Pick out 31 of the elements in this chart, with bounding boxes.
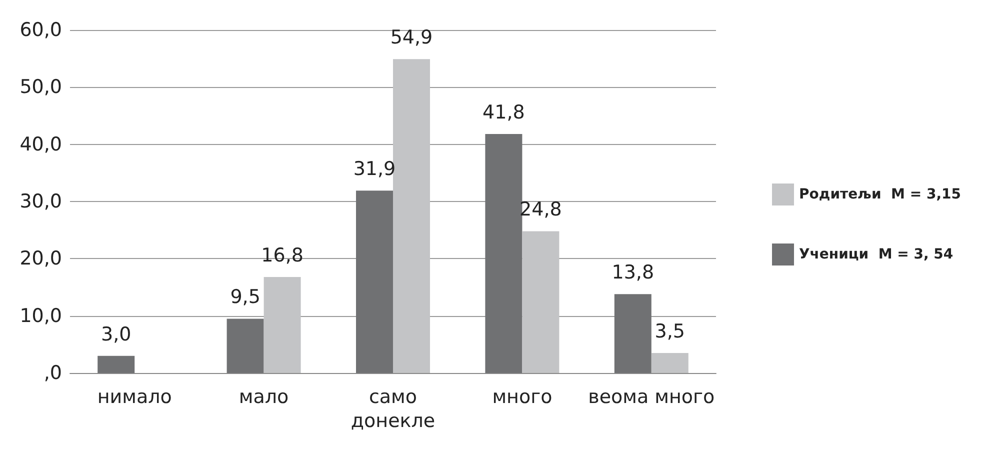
- bar: [356, 190, 393, 373]
- x-tick-label: много: [492, 386, 552, 408]
- bar: [98, 356, 135, 373]
- y-tick-label: 60,0: [20, 19, 62, 41]
- bar: [226, 318, 264, 373]
- x-tick-label: само донекле: [350, 386, 436, 432]
- y-tick-label: 50,0: [20, 76, 62, 98]
- x-tick-label: нимало: [97, 386, 172, 408]
- bar: [651, 352, 688, 373]
- data-label: 3,0: [100, 323, 132, 346]
- bar: [264, 276, 301, 373]
- data-label: 31,9: [353, 158, 396, 180]
- data-label: 9,5: [230, 286, 260, 308]
- legend-label: Ученици M = 3, 54: [799, 246, 954, 262]
- y-tick-label: 40,0: [20, 133, 62, 156]
- data-label: 41,8: [482, 102, 525, 124]
- y-tick-label: 20,0: [20, 248, 62, 270]
- legend-label: Родитељи M = 3,15: [799, 186, 962, 202]
- y-tick-label: ,0: [44, 362, 62, 384]
- bar: [614, 294, 652, 373]
- data-label: 3,5: [654, 320, 686, 342]
- data-label: 16,8: [261, 244, 304, 266]
- bar: [522, 231, 560, 373]
- x-tick-label: мало: [238, 386, 289, 408]
- y-tick-label: 30,0: [20, 190, 62, 212]
- y-tick-label: 10,0: [20, 304, 62, 327]
- bar: [393, 59, 430, 373]
- data-label: 13,8: [612, 262, 654, 284]
- bar: [485, 134, 522, 373]
- x-tick-label: веома много: [588, 386, 715, 408]
- data-label: 54,9: [390, 26, 433, 49]
